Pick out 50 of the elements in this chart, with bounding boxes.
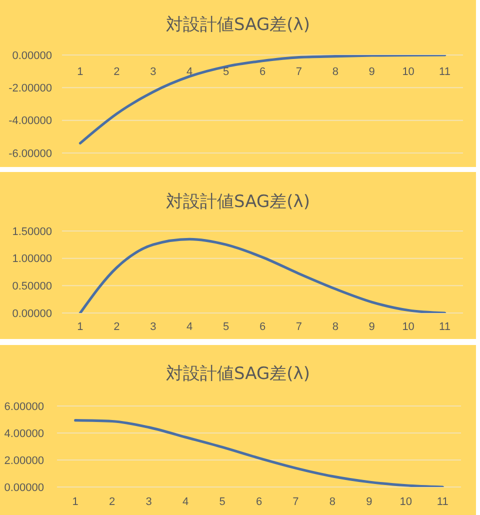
y-tick-label: -2.00000	[8, 82, 52, 95]
y-tick-label: 1.50000	[12, 226, 52, 238]
x-tick-label: 11	[439, 66, 450, 78]
x-tick-label: 2	[109, 496, 116, 508]
y-tick-label: -6.00000	[8, 148, 52, 160]
x-tick-label: 8	[332, 320, 338, 333]
y-tick-label: 2.00000	[4, 454, 44, 467]
x-tick-label: 8	[332, 66, 338, 78]
x-tick-label: 5	[222, 66, 230, 78]
x-tick-label: 4	[182, 496, 189, 508]
y-tick-label: -4.00000	[8, 115, 52, 128]
chart-title: 対設計値SAG差(λ)	[165, 191, 311, 214]
x-tick-label: 7	[296, 66, 302, 78]
x-tick-label: 6	[259, 320, 266, 333]
line-series	[74, 419, 444, 487]
x-tick-label: 1	[77, 66, 84, 78]
x-tick-label: 1	[72, 496, 78, 508]
chart-title: 対設計値SAG差(λ)	[165, 363, 311, 386]
chart-title: 対設計値SAG差(λ)	[165, 14, 311, 37]
y-tick-label: 0.00000	[12, 308, 52, 320]
y-tick-label: 0.00000	[4, 482, 44, 494]
x-tick-label: 4	[186, 320, 193, 333]
x-tick-label: 11	[439, 320, 450, 333]
y-tick-label: 6.00000	[4, 400, 44, 413]
y-tick-label: 0.50000	[12, 280, 52, 293]
x-tick-label: 9	[366, 496, 372, 508]
x-tick-label: 7	[296, 320, 302, 333]
x-tick-label: 3	[150, 320, 156, 333]
x-tick-label: 6	[256, 496, 262, 508]
x-tick-label: 3	[150, 66, 156, 78]
x-tick-label: 4	[186, 66, 193, 78]
x-tick-label: 5	[222, 320, 230, 333]
x-tick-label: 6	[259, 66, 266, 78]
x-tick-label: 11	[436, 496, 448, 508]
y-tick-label: 1.00000	[12, 253, 52, 266]
x-tick-label: 2	[114, 320, 120, 333]
x-tick-label: 1	[77, 320, 84, 333]
x-tick-label: 8	[329, 496, 336, 508]
y-tick-label: 0.00000	[12, 50, 52, 62]
x-tick-label: 9	[368, 320, 375, 333]
x-tick-label: 10	[400, 496, 412, 508]
x-tick-label: 10	[402, 66, 414, 78]
y-tick-label: 4.00000	[4, 428, 44, 440]
line-series	[78, 238, 446, 313]
x-tick-label: 10	[402, 320, 414, 333]
x-tick-label: 9	[368, 66, 375, 78]
x-tick-label: 3	[146, 496, 152, 508]
x-tick-label: 5	[219, 496, 226, 508]
x-tick-label: 7	[292, 496, 299, 508]
x-tick-label: 2	[114, 66, 120, 78]
